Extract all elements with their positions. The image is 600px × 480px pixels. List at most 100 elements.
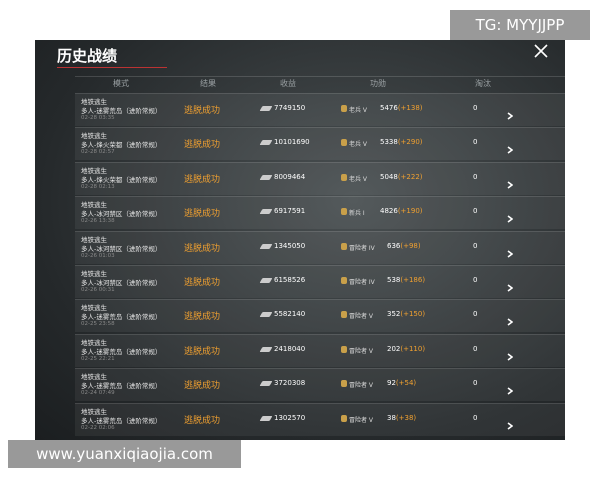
merit: 202(+110) — [387, 345, 425, 353]
merit-gain: (+222) — [397, 172, 423, 181]
map: 多人-冰河禁区（进阶常规） — [81, 244, 162, 253]
column-header: 模式 — [113, 79, 129, 88]
history-row[interactable]: 地铁逃生 多人-烽火荣都（进阶常规） 02-28 02:13 逃脱成功 8009464 老… — [75, 161, 565, 195]
history-row[interactable]: 地铁逃生 多人-迷雾荒岛（进阶常规） 02-28 03:35 逃脱成功 7749150 老… — [75, 93, 565, 126]
kills: 0 — [473, 413, 478, 422]
coin-icon — [259, 278, 273, 283]
time: 02-26 13:38 — [81, 218, 115, 225]
map: 多人-冰河禁区（进阶常规） — [81, 279, 162, 287]
mode: 地铁逃生 — [81, 201, 107, 210]
earnings: 6158526 — [274, 276, 306, 284]
history-row[interactable]: 地铁逃生 多人-烽火荣都（进阶常规） 02-28 02:57 逃脱成功 10101690… — [75, 127, 565, 161]
history-row[interactable]: 地铁逃生 多人-迷雾荒岛（进阶常规） 02-25 23:58 逃脱成功 5582140 冒… — [75, 299, 565, 333]
rank-icon — [341, 277, 347, 284]
time: 02-26 00:31 — [81, 287, 115, 293]
title-underline — [57, 67, 167, 68]
earnings: 5582140 — [274, 310, 306, 319]
watermark: TG: MYYJJPP — [450, 10, 590, 40]
column-header: 收益 — [280, 79, 296, 88]
merit-gain: (+190) — [397, 207, 423, 216]
kills: 0 — [473, 172, 478, 181]
result: 逃脱成功 — [184, 140, 221, 151]
earnings: 2418040 — [274, 344, 306, 353]
merit: 92(+54) — [387, 379, 416, 387]
detail-arrow[interactable] — [507, 139, 514, 158]
merit-value: 4826 — [380, 207, 398, 216]
detail-arrow[interactable] — [507, 243, 514, 262]
mode: 地铁逃生 — [81, 338, 107, 347]
merit-value: 5048 — [380, 172, 398, 181]
result: 逃脱成功 — [184, 278, 221, 288]
merit: 38(+38) — [387, 414, 416, 422]
time: 02-25 23:58 — [81, 321, 115, 328]
merit-value: 5338 — [380, 138, 398, 147]
time: 02-28 03:35 — [81, 115, 115, 121]
earnings: 7749150 — [274, 104, 306, 112]
coin-icon — [259, 312, 273, 318]
coin-icon — [259, 209, 273, 215]
detail-arrow[interactable] — [507, 105, 514, 124]
rank: 老兵 V — [349, 141, 368, 149]
rank: 冒险者 V — [349, 416, 374, 424]
merit: 5338(+290) — [380, 138, 423, 146]
history-row[interactable]: 地铁逃生 多人-冰河禁区（进阶常规） 02-26 01:03 逃脱成功 1345050 冒… — [75, 230, 565, 264]
watermark: www.yuanxiqiaojia.com — [8, 440, 241, 468]
detail-arrow[interactable] — [507, 346, 514, 365]
merit-gain: (+110) — [400, 344, 426, 353]
detail-arrow[interactable] — [507, 415, 514, 434]
merit: 636(+98) — [387, 242, 421, 250]
rank: 老兵 V — [349, 107, 368, 114]
column-header: 结果 — [200, 79, 216, 88]
rank-icon — [341, 139, 347, 147]
merit-gain: (+150) — [400, 310, 426, 319]
kills: 0 — [473, 138, 478, 147]
rank-icon — [341, 380, 347, 388]
time: 02-26 01:03 — [81, 252, 115, 259]
coin-icon — [259, 381, 273, 387]
result: 逃脱成功 — [184, 312, 221, 323]
merit-value: 38 — [387, 413, 396, 422]
history-row[interactable]: 地铁逃生 多人-迷雾荒岛（进阶常规） 02-24 07:49 逃脱成功 3720308 冒… — [75, 368, 565, 402]
rank: 新兵 I — [349, 210, 365, 218]
detail-arrow[interactable] — [507, 208, 514, 227]
merit-gain: (+38) — [395, 413, 417, 422]
close-button[interactable] — [534, 44, 548, 58]
kills: 0 — [473, 276, 478, 284]
merit: 5048(+222) — [380, 173, 423, 181]
rank: 冒险者 V — [349, 313, 374, 321]
earnings: 1302570 — [274, 413, 306, 422]
merit-value: 352 — [387, 310, 401, 319]
detail-arrow[interactable] — [507, 311, 514, 330]
rank-icon — [341, 311, 347, 319]
result: 逃脱成功 — [184, 243, 221, 254]
coin-icon — [259, 174, 273, 180]
rank-icon — [341, 414, 347, 422]
history-row[interactable]: 地铁逃生 多人-冰河禁区（进阶常规） 02-26 00:31 逃脱成功 6158526 冒… — [75, 265, 565, 298]
detail-arrow[interactable] — [507, 277, 514, 296]
merit-gain: (+98) — [400, 241, 421, 250]
map: 多人-冰河禁区（进阶常规） — [81, 210, 162, 219]
kills: 0 — [473, 310, 478, 319]
history-row[interactable]: 地铁逃生 多人-迷雾荒岛（进阶常规） 02-22 02:06 逃脱成功 1302570 冒… — [75, 402, 565, 436]
kills: 0 — [473, 379, 478, 388]
merit: 4826(+190) — [380, 207, 423, 215]
mode: 地铁逃生 — [81, 407, 107, 416]
rank: 冒险者 IV — [349, 279, 375, 286]
merit: 352(+150) — [387, 310, 425, 318]
detail-arrow[interactable] — [507, 174, 514, 193]
column-header: 淘汰 — [475, 79, 491, 88]
detail-arrow[interactable] — [507, 380, 514, 399]
kills: 0 — [473, 207, 478, 216]
time: 02-28 02:13 — [81, 183, 115, 190]
mode: 地铁逃生 — [81, 98, 107, 106]
history-row[interactable]: 地铁逃生 多人-冰河禁区（进阶常规） 02-26 13:38 逃脱成功 6917591 新… — [75, 196, 565, 230]
history-panel: 历史战绩 模式 结果 收益 功勋 淘汰 地铁逃生 多人-迷雾荒岛（进阶常规） 02-28 03… — [35, 40, 565, 440]
coin-icon — [259, 415, 273, 421]
history-row[interactable]: 地铁逃生 多人-迷雾荒岛（进阶常规） 02-25 22:21 逃脱成功 2418040 冒… — [75, 333, 565, 367]
rank: 冒险者 V — [349, 347, 374, 355]
time: 02-25 22:21 — [81, 355, 115, 362]
merit-value: 636 — [387, 241, 401, 250]
merit-gain: (+54) — [395, 379, 417, 388]
earnings: 3720308 — [274, 379, 306, 388]
